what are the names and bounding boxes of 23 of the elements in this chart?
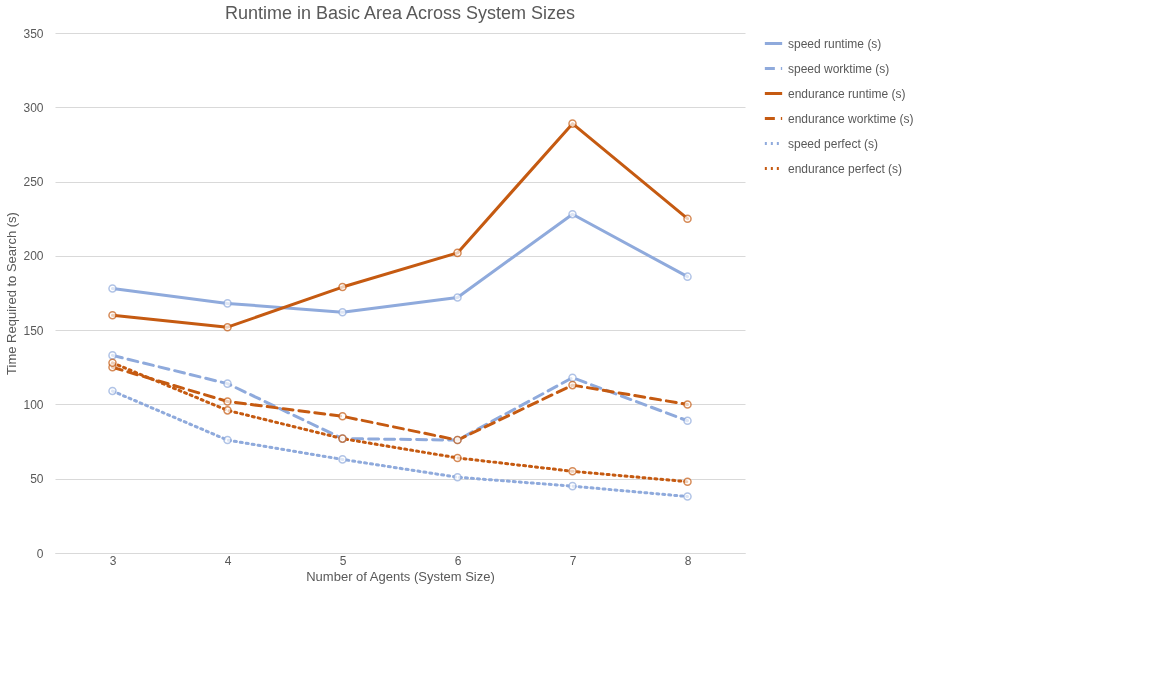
legend-label: speed perfect (s) [788, 136, 879, 151]
x-tick-label: 6 [454, 553, 462, 568]
chart-title: Runtime in Basic Area Across System Sizes [224, 3, 576, 23]
legend-label: speed worktime (s) [788, 61, 890, 76]
y-tick-label: 300 [23, 100, 44, 115]
x-tick-label: 8 [684, 553, 692, 568]
y-axis-title: Time Required to Search (s) [4, 212, 20, 375]
y-tick-label: 350 [23, 26, 44, 41]
x-tick-label: 4 [224, 553, 232, 568]
y-tick-label: 200 [23, 249, 44, 264]
y-tick-label: 250 [23, 175, 44, 190]
y-tick-label: 150 [23, 323, 44, 338]
legend-label: endurance perfect (s) [788, 161, 903, 176]
y-tick-label: 50 [30, 472, 44, 487]
x-tick-label: 5 [339, 553, 347, 568]
legend-label: endurance runtime (s) [788, 86, 906, 101]
legend-label: speed runtime (s) [788, 36, 882, 51]
x-tick-label: 3 [109, 553, 117, 568]
y-tick-label: 0 [36, 546, 44, 561]
x-tick-label: 7 [569, 553, 577, 568]
x-axis-title: Number of Agents (System Size) [306, 568, 495, 584]
legend-label: endurance worktime (s) [788, 111, 914, 126]
y-tick-label: 100 [23, 397, 44, 412]
